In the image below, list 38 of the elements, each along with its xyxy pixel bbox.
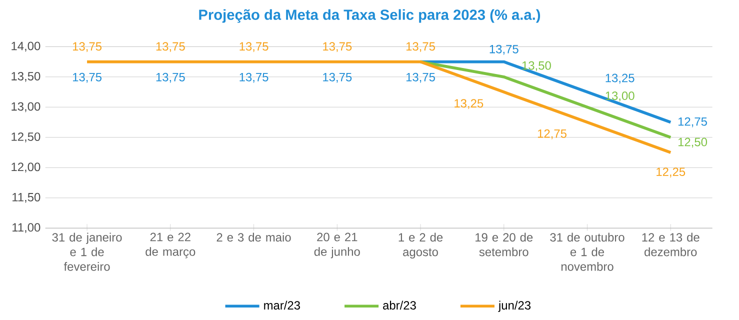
text: 13,75 [72,72,102,83]
y-tick-label: 11,50 [12,192,40,203]
x-tick-label: 2 e 3 de maio [216,232,291,242]
x-tick-label: 1 e 2 de agosto [398,232,443,258]
data-label: 13,75 [490,44,518,55]
legend-label: mar/23 [264,300,300,310]
data-label: 12,25 [656,168,686,178]
legend-label: abr/23 [383,300,416,310]
text: 13,75 [156,72,185,83]
y-tick-label: 13,00 [12,102,40,112]
data-label: 13,00 [606,91,634,102]
x-tick-label: 20 e 21 de junho [314,232,360,258]
y-tick-label: 12,50 [12,132,40,142]
data-label: 13,75 [156,42,185,52]
x-tick-label: 31 de janeiro e 1 de fevereiro [52,232,122,271]
data-label: 12,50 [678,138,708,148]
data-label: 13,25 [606,74,634,84]
data-label: 13,75 [240,42,268,52]
x-tick-label: 12 e 13 de dezembro [642,232,700,256]
data-label: 13,75 [323,42,352,52]
x-tick-label: 31 de outubro e 1 de novembro [550,232,624,271]
data-label: 13,50 [522,61,551,72]
text: 13,75 [240,72,268,83]
x-tick-label: 21 e 22 de março [146,232,196,258]
data-label: 13,75 [406,42,435,52]
data-label: 12,75 [678,117,707,128]
text: 13,75 [323,72,352,83]
y-tick-label: 14,00 [12,42,40,52]
y-tick-label: 11,00 [12,223,40,233]
data-label: 13,75 [406,72,435,83]
y-tick-label: 12,00 [12,162,40,172]
legend-label: jun/23 [498,300,531,312]
data-label: 13,25 [454,99,484,109]
y-tick-label: 13,50 [12,72,40,82]
chart-title: Projeção da Meta da Taxa Selic para 2023 (% a.a.) [199,9,540,23]
x-tick-label: 19 e 20 de setembro [476,232,533,256]
data-label: 12,75 [538,129,566,140]
data-label: 13,75 [72,42,102,52]
